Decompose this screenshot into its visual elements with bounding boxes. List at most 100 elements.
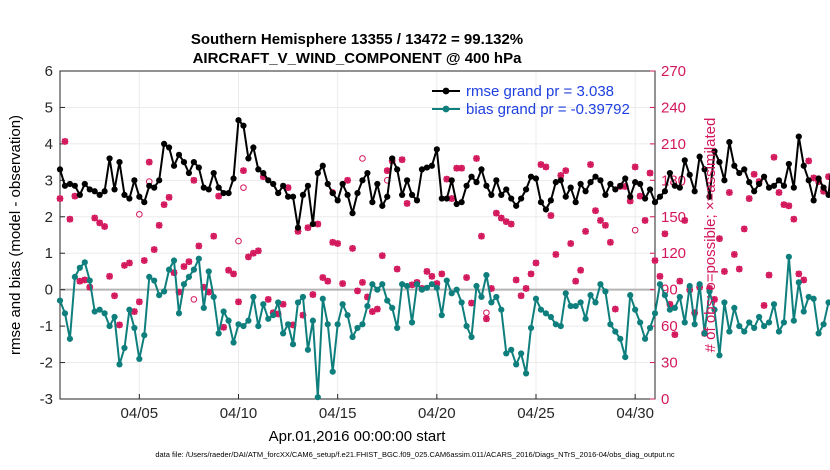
bias-point bbox=[329, 368, 336, 375]
rmse-series bbox=[56, 117, 830, 231]
possible-marker bbox=[716, 235, 723, 242]
bias-point bbox=[423, 284, 431, 291]
possible-marker bbox=[438, 270, 446, 278]
possible-marker bbox=[577, 266, 584, 274]
possible-marker bbox=[785, 202, 793, 210]
bias-point bbox=[121, 344, 128, 352]
rmse-point bbox=[656, 193, 664, 200]
rmse-point bbox=[691, 188, 698, 195]
bias-point bbox=[413, 281, 421, 288]
bias-point bbox=[408, 319, 416, 326]
possible-marker bbox=[145, 158, 153, 166]
chart-title-line-2: AIRCRAFT_V_WIND_COMPONENT @ 400 hPa bbox=[193, 50, 523, 67]
bias-point bbox=[61, 310, 69, 317]
rmse-point bbox=[473, 179, 480, 186]
rmse-point bbox=[126, 195, 133, 202]
rmse-point bbox=[384, 193, 391, 200]
possible-marker bbox=[56, 195, 64, 202]
possible-marker bbox=[592, 207, 599, 215]
rmse-point bbox=[770, 182, 778, 189]
rmse-point bbox=[408, 191, 416, 199]
bias-point bbox=[795, 279, 802, 286]
rmse-point bbox=[478, 166, 485, 173]
rmse-point bbox=[503, 186, 510, 193]
bias-point bbox=[245, 317, 252, 324]
bias-point bbox=[428, 281, 435, 288]
possible-marker bbox=[671, 331, 679, 338]
left-axis-tick-label: -3 bbox=[40, 391, 53, 408]
rmse-point bbox=[314, 169, 321, 177]
bias-point bbox=[696, 281, 703, 288]
bias-point bbox=[765, 319, 773, 326]
bias-point bbox=[751, 324, 758, 332]
bias-point bbox=[706, 288, 713, 295]
rmse-point bbox=[721, 177, 728, 184]
possible-marker bbox=[240, 184, 247, 191]
plot-frame bbox=[59, 70, 656, 400]
rmse-point bbox=[552, 179, 559, 186]
rmse-point bbox=[661, 188, 669, 195]
bias-point bbox=[71, 273, 78, 281]
bias-point bbox=[324, 321, 331, 328]
bias-point bbox=[403, 282, 411, 290]
bias-point bbox=[289, 341, 297, 348]
rmse-point bbox=[651, 199, 659, 206]
bias-point bbox=[676, 293, 683, 301]
bias-point bbox=[260, 301, 267, 308]
rmse-point bbox=[284, 193, 292, 200]
rmse-point bbox=[369, 199, 376, 206]
rmse-point bbox=[91, 188, 98, 195]
bias-point bbox=[235, 321, 242, 328]
possible-marker bbox=[111, 292, 118, 300]
bias-point bbox=[552, 321, 559, 328]
possible-marker bbox=[800, 276, 808, 284]
rmse-point bbox=[756, 180, 763, 188]
bias-point bbox=[681, 319, 688, 326]
rmse-point bbox=[498, 191, 505, 199]
bias-point bbox=[359, 321, 366, 328]
possible-marker bbox=[656, 273, 664, 280]
x-axis-tick-label: 04/20 bbox=[418, 405, 456, 422]
bias-point bbox=[810, 295, 817, 302]
bias-point bbox=[726, 328, 733, 335]
x-axis-tick-label: 04/25 bbox=[517, 405, 555, 422]
possible-marker bbox=[532, 259, 540, 267]
possible-marker bbox=[473, 155, 480, 162]
legend: rmse grand pr = 3.038 bias grand pr = -0… bbox=[432, 83, 630, 118]
possible-marker bbox=[349, 245, 356, 252]
possible-marker bbox=[126, 259, 133, 267]
possible-marker bbox=[160, 201, 168, 208]
bias-point bbox=[666, 306, 673, 313]
rmse-point bbox=[676, 184, 683, 191]
bias-point bbox=[250, 293, 257, 301]
rmse-point bbox=[765, 184, 773, 191]
bias-point bbox=[815, 330, 822, 337]
rmse-point bbox=[61, 182, 69, 189]
bias-point bbox=[185, 273, 193, 281]
rmse-point bbox=[71, 182, 78, 189]
possible-marker bbox=[240, 167, 247, 174]
rmse-point bbox=[751, 188, 758, 195]
right-axis-tick-label: 210 bbox=[661, 136, 686, 153]
chart-title-line-1: Southern Hemisphere 13355 / 13472 = 99.1… bbox=[191, 31, 523, 48]
bias-point bbox=[582, 315, 589, 322]
rmse-point bbox=[116, 159, 123, 166]
rmse-point bbox=[790, 184, 797, 191]
bias-point bbox=[731, 304, 738, 311]
bias-point bbox=[627, 292, 634, 299]
bias-point bbox=[522, 370, 530, 377]
rmse-point bbox=[423, 164, 431, 171]
rmse-point bbox=[562, 193, 569, 200]
rmse-point bbox=[825, 191, 830, 199]
possible-marker bbox=[423, 268, 431, 275]
rmse-point bbox=[547, 197, 554, 204]
rmse-point bbox=[403, 177, 411, 184]
rmse-point bbox=[230, 175, 237, 182]
possible-marker bbox=[497, 214, 505, 222]
bias-point bbox=[473, 282, 480, 290]
left-axis-tick-label: -1 bbox=[40, 318, 53, 335]
bias-point bbox=[364, 302, 371, 310]
bias-point bbox=[602, 288, 609, 295]
